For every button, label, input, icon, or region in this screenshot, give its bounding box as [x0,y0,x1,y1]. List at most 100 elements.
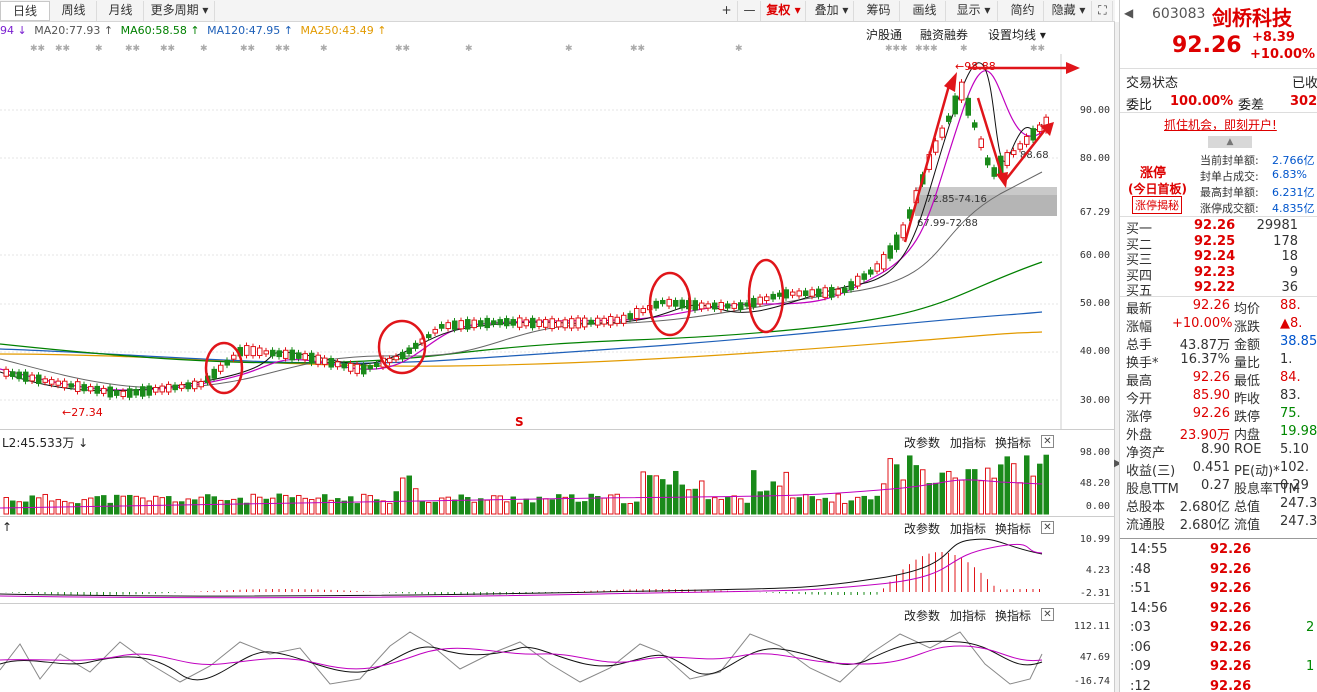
candle-body [751,297,757,308]
tick-price: 92.26 [1210,659,1252,674]
volume-switch-indicator[interactable]: 换指标 [995,436,1032,450]
volume-bar [322,494,328,515]
candle-body [406,347,412,354]
candle-body [101,387,107,394]
kdj-close-icon[interactable]: ✕ [1041,608,1054,621]
candle-body [166,383,172,393]
event-markers: ✱✱ ✱✱ ✱ ✱✱ ✱✱ ✱ ✱✱ ✱✱ ✱ ✱✱ ✱ ✱ ✱✱ ✱ ✱✱✱ ✱✱✱ ✱ ✱✱ [30,44,1045,54]
volume-bar [439,497,445,515]
bid-price[interactable]: 92.25 [1194,233,1236,249]
bid-price[interactable]: 92.23 [1194,264,1236,280]
candle-body [42,378,48,383]
macd-edit-params[interactable]: 改参数 [904,522,941,536]
candle-body [601,317,607,325]
expand-chevron-icon[interactable]: ▲ [1208,136,1252,148]
overlay-dropdown[interactable]: 叠加 ▾ [810,1,854,21]
tab-daily[interactable]: 日线 [0,1,50,21]
chips-button[interactable]: 筹码 [858,1,900,21]
svg-text:✱: ✱ [735,44,743,54]
tab-weekly[interactable]: 周线 [51,1,97,21]
stat-label: 总手 [1126,338,1153,353]
candle-body [16,371,22,380]
hide-dropdown[interactable]: 隐藏 ▾ [1046,1,1092,21]
macd-close-icon[interactable]: ✕ [1041,521,1054,534]
volume-close-icon[interactable]: ✕ [1041,435,1054,448]
bid-label: 买三 [1126,253,1153,268]
tab-more-periods[interactable]: 更多周期 ▾ [145,1,215,21]
candle-body [985,157,991,166]
candle-body [614,316,620,324]
macd-switch-indicator[interactable]: 换指标 [995,522,1032,536]
margin-trading-link[interactable]: 融资融券 [920,28,969,42]
volume-bar [179,501,185,515]
kline-chart[interactable]: 72.85-74.16 67.99-72.88 88.68 ←27.34 ←98… [0,54,1115,429]
bid-price[interactable]: 92.24 [1194,249,1236,264]
stat-value: 247.3 [1280,514,1317,529]
volume-bar [588,493,594,515]
candle-body [335,361,341,368]
limit-up-sub: (今日首板) [1128,182,1187,196]
candle-body [81,384,87,392]
stat-value: 8.90 [1201,442,1230,457]
volume-bar [985,467,991,515]
candle-body [393,355,399,361]
stat-label: 股息TTM [1126,482,1179,497]
simple-button[interactable]: 简约 [1002,1,1044,21]
hk-connect-link[interactable]: 沪股通 [866,28,903,42]
kdj-edit-params[interactable]: 改参数 [904,609,941,623]
candle-body [218,364,224,372]
volume-bar [172,501,178,515]
candle-body [387,357,393,363]
stat-value: 16.37% [1180,352,1230,367]
volume-add-indicator[interactable]: 加指标 [950,436,987,450]
price-axis-tick: 60.00 [1079,250,1110,261]
display-dropdown[interactable]: 显示 ▾ [950,1,998,21]
zoom-in-button[interactable]: + [716,1,738,21]
volume-bar [764,490,770,515]
set-ma-dropdown[interactable]: 设置均线 ▾ [988,28,1046,42]
collapse-left-icon[interactable]: ◀ [1124,6,1134,20]
kdj-add-indicator[interactable]: 加指标 [950,609,987,623]
candle-body [68,383,74,388]
volume-bar [387,502,393,515]
candle-body [569,318,575,329]
candle-body [153,386,159,393]
zoom-out-button[interactable]: — [739,1,761,21]
candle-body [426,334,432,339]
candle-body [1011,150,1017,156]
fullscreen-icon[interactable]: ⛶ [1093,1,1113,21]
bid-label: 买五 [1126,284,1153,299]
svg-text:✱✱: ✱✱ [630,44,645,54]
candle-body [660,299,666,305]
limit-up-reveal-button[interactable]: 涨停揭秘 [1132,196,1182,214]
macd-add-indicator[interactable]: 加指标 [950,522,987,536]
promo-link[interactable]: 抓住机会，即刻开户! [1164,118,1277,132]
bid-price[interactable]: 92.22 [1194,280,1236,295]
volume-bar [946,470,952,515]
volume-bar [432,501,438,515]
tab-monthly[interactable]: 月线 [98,1,144,21]
volume-bar [543,498,549,515]
tick-price: 92.26 [1210,639,1252,655]
level-label: 88.68 [1020,150,1049,161]
fuquan-dropdown[interactable]: 复权 ▾ [762,1,806,21]
volume-bar [608,494,614,515]
volume-bar [231,498,237,515]
volume-bar [601,497,607,515]
kdj-switch-indicator[interactable]: 换指标 [995,609,1032,623]
volume-bar [276,493,282,515]
bid-price[interactable]: 92.26 [1194,218,1236,233]
collapse-arrow-icon[interactable]: ▶ [1114,458,1122,469]
tick-time: 14:55 [1130,542,1168,557]
panel-splitter[interactable] [1114,22,1119,692]
volume-edit-params[interactable]: 改参数 [904,436,941,450]
volume-bar [757,491,763,515]
stat-label: 最高 [1126,374,1153,389]
volume-bar [1043,454,1049,515]
volume-bar [530,502,536,515]
draw-line-button[interactable]: 画线 [904,1,946,21]
candle-body [777,292,783,297]
stat-label: 股息率TTM [1234,482,1300,497]
candle-body [211,368,217,379]
bid-volume: 36 [1281,280,1298,295]
